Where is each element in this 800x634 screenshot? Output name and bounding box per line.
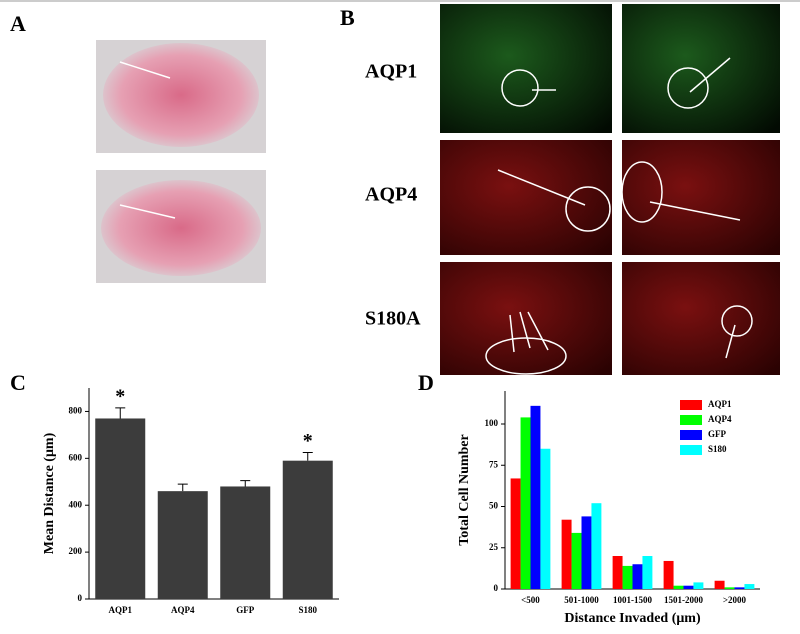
y-tick-label: 0 (494, 583, 499, 593)
bar (561, 519, 572, 589)
bar (95, 418, 146, 599)
annotation: * (115, 386, 125, 408)
x-tick-label: >2000 (723, 595, 747, 605)
y-tick-label: 75 (489, 459, 499, 469)
fluorescence-images (440, 4, 780, 375)
bar (612, 556, 623, 589)
error-bar (302, 451, 313, 461)
bar (591, 503, 602, 589)
bar (571, 532, 582, 589)
bar (581, 516, 592, 589)
legend-swatch (680, 430, 702, 440)
y-tick-label: 25 (489, 542, 499, 552)
bar (734, 587, 745, 589)
y-axis-label: Total Cell Number (457, 434, 472, 545)
y-tick-label: 200 (69, 546, 83, 556)
y-tick-label: 600 (69, 452, 83, 462)
y-axis-label: Mean Distance (μm) (42, 432, 57, 554)
x-tick-label: 1501-2000 (664, 595, 703, 605)
bar (530, 405, 541, 589)
bar (642, 556, 653, 589)
bar (282, 460, 333, 599)
legend-label: AQP1 (708, 399, 732, 409)
bar (622, 565, 633, 589)
x-tick-label: 1001-1500 (613, 595, 652, 605)
y-tick-label: 50 (489, 501, 499, 511)
bar (673, 585, 684, 589)
legend-label: AQP4 (708, 414, 732, 424)
histology-images (96, 40, 266, 283)
y-tick-label: 0 (78, 593, 83, 603)
row-label: AQP4 (365, 184, 417, 206)
x-tick-label: GFP (236, 605, 254, 615)
x-tick-label: AQP4 (171, 605, 195, 615)
panel-label: A (10, 11, 26, 36)
panel-label: C (10, 370, 26, 395)
bar (744, 584, 755, 589)
bar (540, 448, 551, 589)
bar (510, 478, 521, 589)
error-bar (177, 483, 188, 492)
x-tick-label: <500 (521, 595, 540, 605)
x-axis-label: Distance Invaded (μm) (564, 611, 701, 626)
x-tick-label: S180 (298, 605, 317, 615)
legend-label: GFP (708, 429, 726, 439)
bar (724, 587, 735, 589)
panel-label: B (340, 5, 355, 30)
bar (693, 582, 704, 589)
y-tick-label: 400 (69, 499, 83, 509)
bar (520, 417, 531, 589)
error-bar (240, 480, 251, 487)
legend-swatch (680, 445, 702, 455)
bar (683, 585, 694, 589)
y-tick-label: 800 (69, 406, 83, 416)
panel-label: D (418, 370, 434, 395)
row-label: S180A (365, 308, 421, 330)
bar (220, 486, 271, 599)
annotation: * (303, 430, 313, 452)
legend-label: S180 (708, 444, 727, 454)
x-tick-label: 501-1000 (564, 595, 599, 605)
row-label: AQP1 (365, 61, 417, 83)
legend-swatch (680, 415, 702, 425)
error-bar (115, 407, 126, 419)
bar (632, 564, 643, 589)
bar (157, 491, 208, 599)
bar (663, 560, 674, 589)
bar (714, 580, 725, 589)
y-tick-label: 100 (485, 418, 499, 428)
x-tick-label: AQP1 (109, 605, 133, 615)
legend-swatch (680, 400, 702, 410)
